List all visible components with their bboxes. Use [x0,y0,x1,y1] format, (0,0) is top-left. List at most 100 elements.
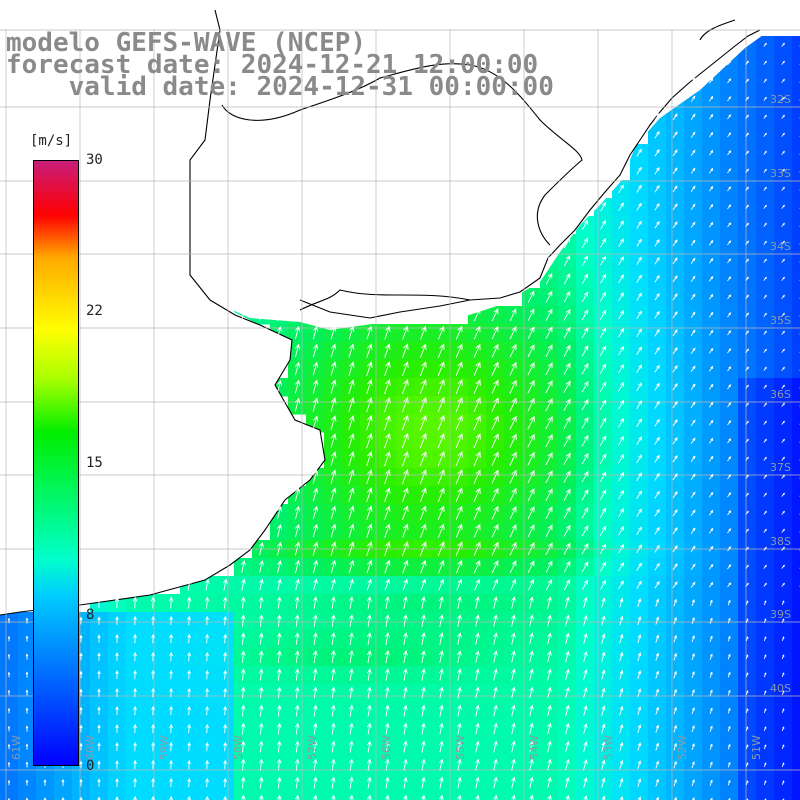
wind-arrow [258,668,264,681]
wind-arrow [527,433,535,448]
wind-arrow [565,758,570,771]
wind-arrow [636,310,642,319]
wind-arrow [493,794,498,800]
wind-arrow [330,397,337,412]
wind-arrow [565,650,570,663]
wind-arrow [673,724,677,733]
wind-arrow [330,794,336,800]
wind-arrow [115,795,119,800]
wind-arrow [79,742,83,751]
river-border [699,19,736,41]
colorbar [33,160,79,766]
wind-arrow [527,362,535,376]
wind-arrow [348,614,354,627]
wind-arrow [690,311,696,318]
wind-arrow [545,579,553,591]
wind-arrow [439,686,444,699]
wind-arrow [366,578,372,591]
wind-arrow [456,596,462,609]
wind-vectors [7,42,800,800]
wind-arrow [294,632,300,645]
wind-arrow [205,795,210,800]
wind-arrow [294,740,300,753]
colorbar-tick-22: 22 [86,303,103,319]
wind-arrow [745,312,749,318]
wind-arrow [655,760,660,769]
wind-arrow [708,419,714,426]
wind-arrow [205,777,210,788]
wind-arrow [437,325,445,340]
wind-arrow [781,744,785,750]
wind-arrow [763,762,767,768]
wind-arrow [545,362,553,376]
wind-arrow [97,652,101,661]
wind-arrow [636,454,642,464]
wind-arrow [366,325,373,340]
wind-arrow [475,632,480,645]
wind-arrow [583,741,588,753]
wind-arrow [529,614,534,627]
wind-arrow [618,256,624,266]
wind-arrow [673,598,677,607]
wind-arrow [205,687,210,698]
wind-arrow [473,415,481,431]
wind-arrow [583,596,588,609]
wind-arrow [709,77,714,84]
wind-arrow [781,42,785,47]
wind-arrow [330,596,336,609]
wind-arrow [563,488,571,501]
latitude-labels: 32S 33S 34S 35S 36S 37S 38S 39S 40S [770,93,791,695]
wind-arrow [529,776,534,789]
wind-arrow [348,578,354,591]
wind-arrow [636,562,642,571]
wind-arrow [655,616,660,625]
wind-arrow [330,361,337,376]
wind-speed-cell [36,792,55,800]
wind-arrow [223,615,228,626]
wind-arrow [599,525,607,536]
wind-arrow [545,434,553,448]
wind-arrow [581,434,589,447]
wind-arrow [511,668,516,681]
wind-arrow [25,725,29,732]
wind-arrow [708,581,714,588]
wind-arrow [781,222,785,227]
wind-arrow [745,618,749,624]
wind-arrow [97,670,101,679]
wind-arrow [708,473,714,480]
wind-arrow [763,60,767,65]
wind-arrow [529,650,534,663]
wind-arrow [672,509,678,517]
wind-arrow [312,307,319,322]
wind-arrow [654,526,660,535]
wind-arrow [384,559,391,574]
wind-arrow [565,596,570,609]
wind-arrow [690,419,696,426]
wind-arrow [402,632,408,645]
wind-arrow [7,689,11,696]
wind-arrow [527,379,535,394]
wind-arrow [330,632,336,645]
wind-arrow [599,417,607,429]
longitude-label: 61W [10,735,23,760]
wind-arrow [618,453,625,464]
wind-arrow [312,505,319,520]
wind-arrow [402,578,408,591]
wind-arrow [493,614,498,627]
wind-arrow [563,326,571,339]
wind-arrow [437,505,445,520]
wind-arrow [691,671,695,679]
wind-arrow [294,361,301,376]
wind-arrow [258,596,264,609]
wind-arrow [708,383,714,390]
wind-arrow [745,186,749,191]
wind-arrow [745,690,749,696]
wind-arrow [581,452,589,465]
wind-arrow [727,653,731,660]
wind-arrow [763,600,767,606]
wind-arrow [384,578,390,591]
wind-arrow [475,650,480,663]
wind-arrow [672,563,678,571]
wind-arrow [330,541,337,556]
wind-arrow [25,743,29,750]
